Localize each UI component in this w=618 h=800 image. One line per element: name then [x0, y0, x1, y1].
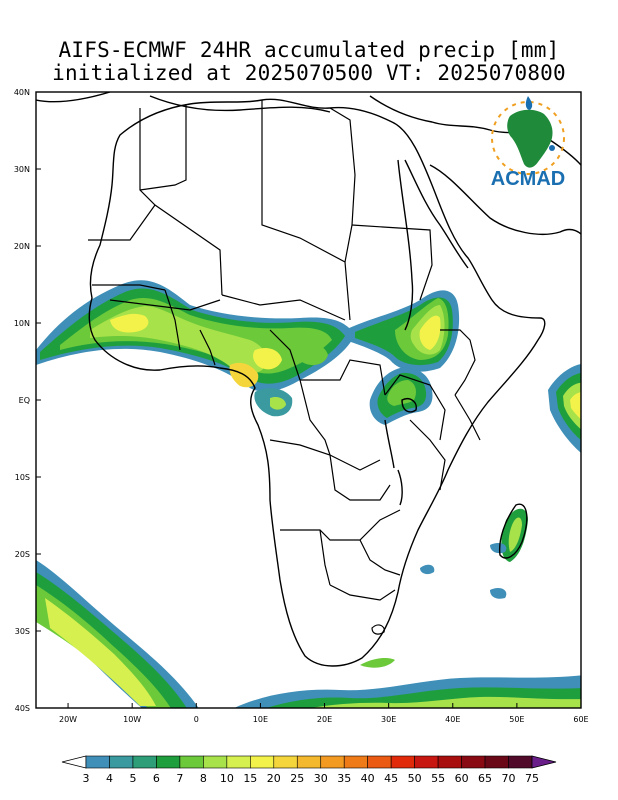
- colorbar-over-triangle: [531, 755, 557, 769]
- lon-label: 60E: [573, 715, 588, 724]
- acmad-logo-text: ACMAD: [491, 168, 565, 190]
- colorbar-label: 4: [106, 772, 113, 785]
- lat-label: 10N: [14, 319, 30, 328]
- colorbar-box: [109, 755, 134, 769]
- lat-label: 30N: [14, 165, 30, 174]
- colorbar-label: 70: [502, 772, 516, 785]
- colorbar-label: 40: [361, 772, 375, 785]
- lon-label: 20W: [59, 715, 77, 724]
- lon-label: 50E: [509, 715, 524, 724]
- colorbar-label: 30: [314, 772, 328, 785]
- lake-tanganyika: [384, 419, 395, 469]
- lon-label: 0: [194, 715, 199, 724]
- colorbar-box: [437, 755, 462, 769]
- colorbar-label: 7: [176, 772, 183, 785]
- colorbar-label: 65: [478, 772, 492, 785]
- colorbar-label: 8: [200, 772, 207, 785]
- acmad-logo: ACMAD: [491, 96, 565, 190]
- colorbar-label: 35: [337, 772, 351, 785]
- lat-label: 10S: [15, 473, 30, 482]
- colorbar-label: 20: [267, 772, 281, 785]
- precip-shading: [36, 280, 581, 708]
- colorbar-label: 45: [384, 772, 398, 785]
- colorbar-box: [320, 755, 345, 769]
- colorbar-under-triangle: [61, 755, 87, 769]
- colorbar-label: 5: [129, 772, 136, 785]
- colorbar-box: [343, 755, 368, 769]
- colorbar-label: 10: [220, 772, 234, 785]
- colorbar-box: [273, 755, 298, 769]
- colorbar-label: 3: [83, 772, 90, 785]
- map-title-line1: AIFS-ECMWF 24HR accumulated precip [mm]: [58, 38, 560, 62]
- lat-label: 20S: [15, 550, 30, 559]
- map-title-line2: initialized at 2025070500 VT: 2025070800: [52, 61, 566, 85]
- africa-logo-icon: [491, 96, 565, 175]
- lon-label: 30E: [381, 715, 396, 724]
- colorbar-box: [85, 755, 110, 769]
- colorbar-box: [484, 755, 509, 769]
- lon-label: 10E: [253, 715, 268, 724]
- country-borders: [88, 100, 481, 635]
- colorbar-box: [132, 755, 157, 769]
- africa-coastline: [88, 98, 546, 667]
- lat-label: EQ: [19, 396, 30, 405]
- colorbar-label: 25: [290, 772, 304, 785]
- colorbar-box: [179, 755, 204, 769]
- colorbar-box: [226, 755, 251, 769]
- colorbar-label: 55: [431, 772, 445, 785]
- colorbar-label: 75: [525, 772, 539, 785]
- lon-label: 20E: [317, 715, 332, 724]
- colorbar-box: [296, 755, 322, 769]
- colorbar-box: [461, 755, 486, 769]
- colorbar-label: 60: [455, 772, 469, 785]
- lake-malawi: [397, 469, 403, 506]
- europe-coast: [36, 92, 581, 167]
- colorbar-box: [203, 755, 228, 769]
- lat-label: 40S: [15, 704, 30, 713]
- latitude-axis: 40N 30N 20N 10N EQ 10S 20S 30S 40S: [14, 88, 41, 713]
- lake-victoria: [401, 398, 417, 413]
- colorbar-box: [156, 755, 181, 769]
- madagascar-coast: [498, 503, 528, 559]
- colorbar-box: [414, 755, 439, 769]
- precip-colorbar: 3 4 5 6 7 8 10 15 20 25 30 35 40 45 50 55 60 65 70 75: [61, 755, 557, 785]
- lon-label: 40E: [445, 715, 460, 724]
- coastlines-borders: [36, 92, 581, 667]
- lon-label: 10W: [123, 715, 141, 724]
- lat-label: 30S: [15, 627, 30, 636]
- lat-label: 20N: [14, 242, 30, 251]
- arabia-coast: [429, 164, 581, 235]
- colorbar-label: 6: [153, 772, 160, 785]
- red-sea: [404, 159, 469, 269]
- nile: [397, 159, 414, 331]
- colorbar-box: [367, 755, 392, 769]
- colorbar-box: [390, 755, 415, 769]
- precip-band-south-atlantic: [36, 560, 199, 708]
- colorbar-label: 15: [243, 772, 257, 785]
- lat-label: 40N: [14, 88, 30, 97]
- longitude-axis: 20W 10W 0 10E 20E 30E 40E 50E 60E: [59, 703, 589, 724]
- colorbar-label: 50: [408, 772, 422, 785]
- colorbar-box: [508, 755, 533, 769]
- colorbar-box: [250, 755, 275, 769]
